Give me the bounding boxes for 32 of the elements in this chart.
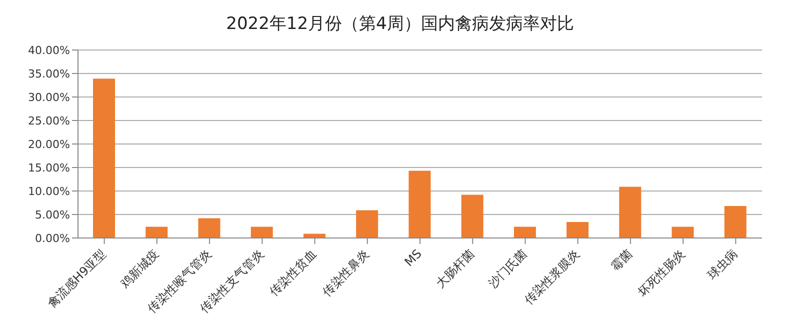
x-tick-label: 鸡新城疫 (116, 246, 162, 292)
bar (250, 226, 273, 238)
bar (356, 210, 378, 238)
y-tick-label: 10.00% (28, 184, 70, 198)
y-tick-label: 0.00% (35, 232, 70, 245)
x-tick-label: 球虫病 (704, 246, 740, 282)
bar (672, 226, 694, 238)
bar (514, 226, 536, 238)
bar (724, 206, 746, 238)
bar (146, 226, 168, 238)
bar (461, 194, 484, 238)
x-tick-label: 坏死性肠炎 (634, 246, 688, 300)
bar (198, 218, 220, 238)
x-tick-label: 传染性鼻炎 (320, 246, 372, 299)
x-tick-label: 大肠杆菌 (433, 246, 478, 290)
y-tick-label: 30.00% (28, 90, 70, 104)
chart-title: 2022年12月份（第4周）国内禽病发病率对比 (225, 13, 575, 36)
bar (619, 186, 642, 238)
x-tick-label: 禽流感H9亚型 (44, 246, 109, 311)
y-tick-label: 35.00% (28, 67, 70, 80)
y-tick-label: 15.00% (28, 161, 70, 174)
y-tick-label: 40.00% (28, 44, 70, 57)
x-tick-label: 沙门氏菌 (486, 246, 530, 290)
y-tick-label: 25.00% (28, 114, 70, 128)
bar (93, 78, 115, 238)
y-tick-label: 20.00% (28, 138, 70, 151)
bar (566, 222, 589, 238)
y-tick-label: 5.00% (35, 208, 70, 222)
x-tick-label: 霉菌 (608, 246, 635, 274)
x-tick-label: MS (402, 246, 424, 270)
bar (408, 170, 431, 238)
x-tick-label: 传染性贫血 (266, 246, 320, 299)
